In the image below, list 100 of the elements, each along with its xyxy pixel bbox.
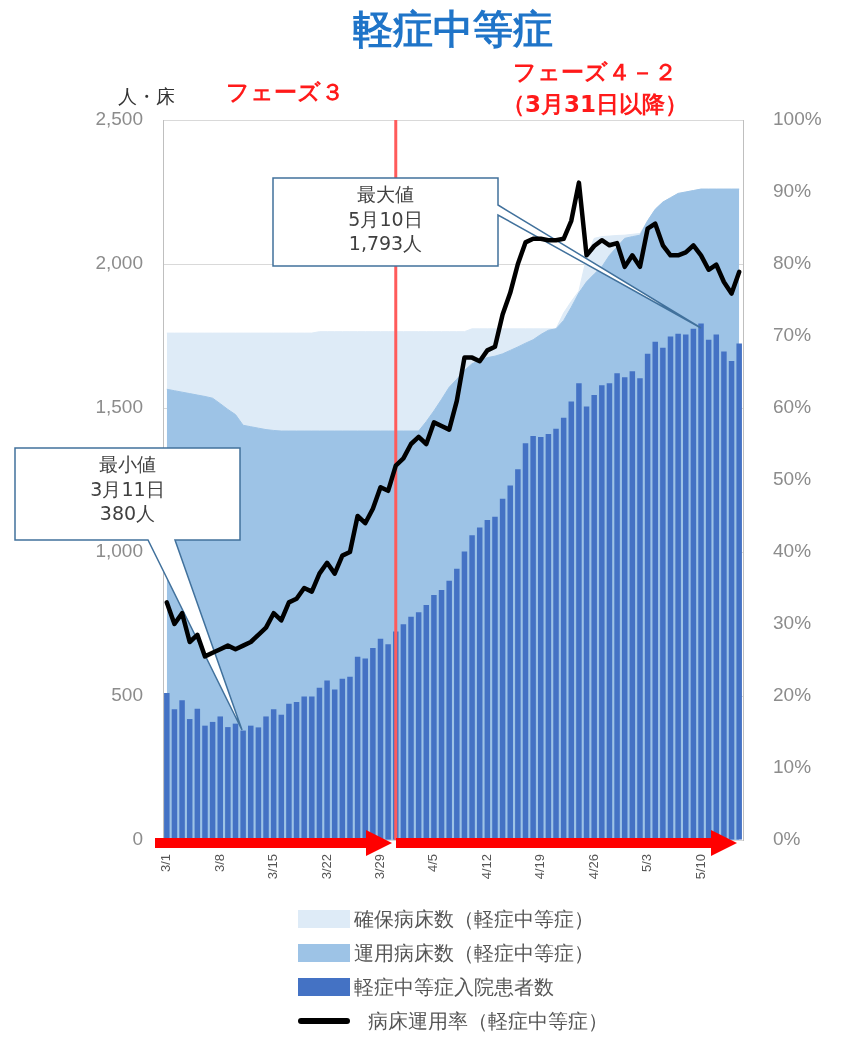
bar [255,727,262,840]
bar [286,703,292,840]
y2-tick-label: 50% [773,468,812,490]
bar [309,696,315,840]
bar [202,725,208,840]
bar [209,721,216,840]
bar [423,604,430,840]
bar [217,716,223,840]
annotation: 最小値 3月11日 380人 [89,452,166,527]
y-tick-label: 2,000 [95,252,143,274]
bar [560,417,567,840]
bar [301,696,307,840]
bar [591,395,597,840]
y-axis-title: 人・床 [118,84,175,109]
bar [530,435,536,840]
bar [431,594,437,840]
x-tick-label: 3/22 [318,854,334,880]
x-tick-label: 3/15 [265,854,281,880]
bar [469,535,475,840]
bar [408,616,414,840]
bar [248,725,254,840]
bar [675,333,681,840]
bar [454,568,460,840]
bar [400,624,407,840]
bar [278,714,285,840]
bar [660,347,666,840]
bar [492,516,498,840]
bar [515,469,521,840]
legend-label: 確保病床数（軽症中等症） [354,905,594,933]
bar [499,498,506,840]
bar [446,580,452,840]
x-tick-label: 4/26 [585,854,601,880]
x-tick-label: 4/5 [425,854,441,873]
y-tick-label: 1,500 [95,396,143,418]
bar [225,727,231,840]
y2-tick-label: 20% [773,684,812,706]
bar [599,385,605,840]
bar [538,437,544,840]
bar [644,353,651,840]
x-tick-label: 5/3 [639,854,655,873]
bar [263,716,269,840]
y2-tick-label: 30% [773,612,812,634]
y2-tick-label: 100% [773,108,822,130]
y-tick-label: 1,000 [95,540,143,562]
y2-tick-label: 60% [773,396,812,418]
bar [171,709,178,840]
annotation: 最大値 5月10日 1,793人 [347,182,424,257]
bar [583,406,590,840]
bar [324,680,330,840]
bar [576,383,582,840]
bar [553,428,559,840]
bar [690,328,697,840]
y2-tick-label: 0% [773,828,801,850]
bar [507,485,513,840]
legend-label: 軽症中等症入院患者数 [354,973,554,1001]
bar [568,401,575,840]
bar [194,708,201,840]
bar [522,443,529,840]
bar [683,334,689,840]
bar [339,678,346,840]
bar [614,373,620,840]
bar [652,341,658,840]
x-tick-label: 4/19 [532,854,548,880]
y2-tick-label: 10% [773,756,812,778]
bar [705,339,712,840]
bar [362,658,368,840]
bar [186,719,193,840]
x-tick-label: 3/1 [158,854,174,873]
y-tick-label: 0 [132,828,143,850]
bar [331,689,338,840]
bar [461,551,468,840]
chart-title: 軽症中等症 [352,5,554,54]
bar [240,730,246,840]
y2-tick-label: 80% [773,252,812,274]
bar [164,693,170,840]
y-tick-label: 2,500 [95,108,143,130]
bar [232,723,239,840]
text: （3月31日以降） [501,90,689,119]
bar [629,371,636,840]
x-tick-label: 4/12 [478,854,494,880]
x-tick-label: 3/29 [372,854,388,880]
text: フェーズ３ [225,78,345,107]
bar [667,336,674,840]
bar [606,383,613,840]
y-tick-label: 500 [111,684,143,706]
bar [736,343,742,840]
bar [721,351,727,840]
y2-tick-label: 90% [773,180,812,202]
bar [354,656,361,840]
bar [347,676,353,840]
x-tick-label: 5/10 [692,854,708,880]
bar [438,590,445,840]
text: フェーズ４－２ [512,58,678,87]
legend-label: 運用病床数（軽症中等症） [354,939,594,967]
bar [270,709,277,840]
bar [637,378,643,840]
y2-tick-label: 70% [773,324,812,346]
bar [179,700,185,840]
y2-tick-label: 40% [773,540,812,562]
bar [545,433,552,840]
